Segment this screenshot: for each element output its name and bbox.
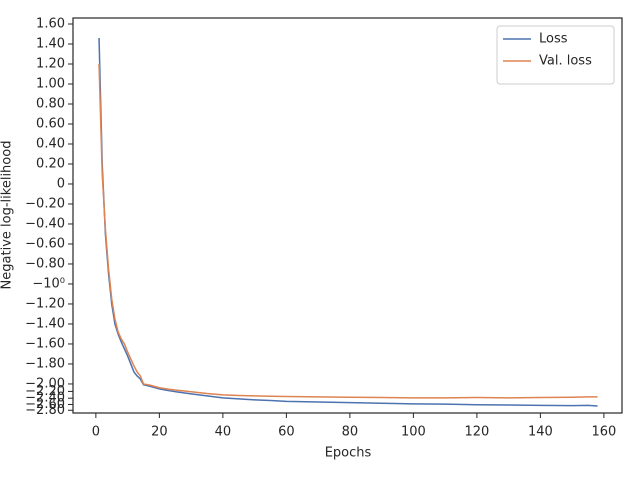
- y-tick-label: −2.20: [25, 384, 65, 399]
- x-tick-label: 80: [342, 425, 359, 440]
- y-tick-label: −1.40: [25, 316, 65, 331]
- y-tick-label: −10⁰: [32, 276, 65, 291]
- plot-frame: [72, 17, 623, 414]
- y-tick-label: −1.80: [25, 356, 65, 371]
- y-tick-label: −1.60: [25, 336, 65, 351]
- x-tick-label: 20: [151, 425, 168, 440]
- legend-label: Val. loss: [539, 54, 592, 69]
- y-tick-label: 1.20: [36, 56, 65, 71]
- y-tick-label: −1.20: [25, 296, 65, 311]
- y-tick-label: 0: [57, 176, 65, 191]
- y-tick-label: 0.60: [36, 116, 65, 131]
- legend-label: Loss: [539, 32, 568, 47]
- y-tick-label: −2.40: [25, 391, 65, 406]
- y-tick-label: 0.80: [36, 96, 65, 111]
- line-series: [98, 37, 598, 407]
- x-axis-label: Epochs: [325, 446, 372, 461]
- y-tick-label: 0.20: [36, 156, 65, 171]
- y-axis-label: Negative log-likelihood: [0, 141, 15, 290]
- y-tick-label: 0.40: [36, 136, 65, 151]
- x-tick-label: 60: [278, 425, 295, 440]
- x-tick-label: 140: [528, 425, 553, 440]
- x-tick-label: 0: [92, 425, 100, 440]
- legend-box: [496, 25, 615, 85]
- y-tick-label: −2.80: [25, 403, 65, 418]
- x-tick-label: 120: [464, 425, 489, 440]
- y-tick-label: −0.60: [25, 236, 65, 251]
- y-tick-label: −2.00: [25, 376, 65, 391]
- y-tick-label: −2.60: [25, 397, 65, 412]
- y-tick-label: 1.40: [36, 36, 65, 51]
- x-tick-label: 160: [591, 425, 616, 440]
- x-tick-label: 100: [401, 425, 426, 440]
- x-tick-label: 40: [215, 425, 232, 440]
- y-tick-label: 1.00: [36, 76, 65, 91]
- y-tick-label: −0.20: [25, 196, 65, 211]
- y-tick-label: −0.40: [25, 216, 65, 231]
- y-tick-label: −0.80: [25, 256, 65, 271]
- y-tick-label: 1.60: [36, 16, 65, 31]
- line-series: [98, 63, 598, 399]
